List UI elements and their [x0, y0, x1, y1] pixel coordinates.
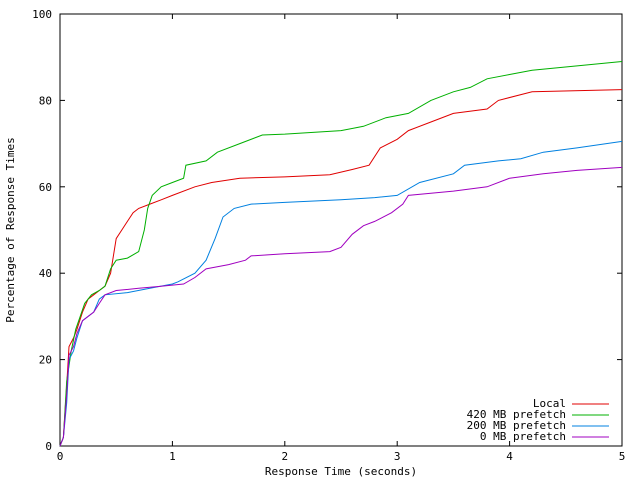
x-tick-label: 2 [281, 450, 288, 463]
x-tick-label: 3 [394, 450, 401, 463]
legend-label: Local [533, 397, 566, 410]
x-tick-label: 4 [506, 450, 513, 463]
y-tick-label: 0 [45, 440, 52, 453]
y-tick-label: 60 [39, 181, 52, 194]
x-tick-label: 5 [619, 450, 626, 463]
plot-area [59, 13, 623, 447]
legend-label: 200 MB prefetch [467, 419, 566, 432]
x-axis-label: Response Time (seconds) [265, 465, 417, 478]
series-line-2 [59, 140, 623, 447]
series-group [59, 61, 623, 447]
axis-ticks: 0 1 2 3 4 5 0 20 40 60 80 100 [32, 8, 625, 463]
y-tick-label: 40 [39, 267, 52, 280]
y-tick-label: 20 [39, 354, 52, 367]
series-line-1 [59, 61, 623, 447]
x-tick-label: 0 [57, 450, 64, 463]
series-line-0 [59, 89, 623, 447]
legend-label: 0 MB prefetch [480, 430, 566, 443]
x-tick-label: 1 [169, 450, 176, 463]
series-line-3 [59, 166, 623, 447]
legend-label: 420 MB prefetch [467, 408, 566, 421]
y-tick-label: 100 [32, 8, 52, 21]
y-tick-label: 80 [39, 94, 52, 107]
y-axis-label: Percentage of Response Times [4, 137, 17, 322]
